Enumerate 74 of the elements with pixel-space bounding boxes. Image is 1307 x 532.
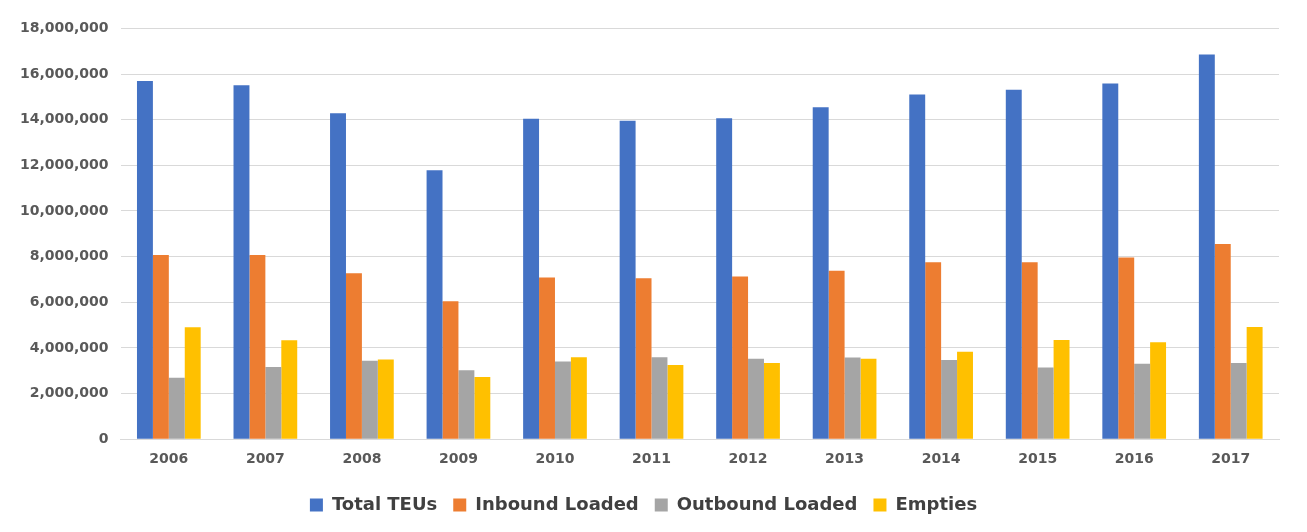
y-tick-label: 16,000,000	[19, 64, 109, 81]
y-tick-label: 2,000,000	[29, 384, 109, 401]
legend-label: Total TEUs	[331, 492, 438, 514]
bar	[474, 376, 491, 439]
bar	[844, 357, 861, 439]
bar	[345, 273, 362, 439]
bar	[1037, 367, 1054, 439]
bar	[1246, 326, 1263, 439]
legend-label: Empties	[895, 492, 978, 514]
bar	[1134, 363, 1151, 439]
y-tick-label: 6,000,000	[29, 292, 109, 309]
bar	[619, 120, 636, 439]
bar	[539, 277, 555, 439]
bar	[1118, 257, 1135, 439]
x-tick-label: 2016	[1114, 450, 1154, 467]
bar	[265, 367, 282, 439]
bar	[716, 118, 733, 439]
x-tick-label: 2011	[632, 450, 671, 467]
bar	[281, 340, 298, 439]
y-tick-label: 0	[98, 429, 109, 446]
bar	[1230, 362, 1247, 439]
y-tick-label: 14,000,000	[19, 110, 109, 127]
y-tick-label: 8,000,000	[29, 247, 109, 264]
x-tick-label: 2008	[342, 450, 382, 467]
bar	[828, 270, 845, 439]
bar	[361, 360, 378, 439]
bar	[1150, 342, 1167, 439]
bar	[233, 85, 250, 439]
bar	[152, 255, 169, 439]
bar	[523, 118, 540, 439]
bar	[1053, 339, 1070, 439]
x-tick-label: 2007	[245, 450, 285, 467]
x-tick-label: 2015	[1018, 450, 1058, 467]
bar	[184, 327, 201, 439]
x-tick-label: 2017	[1211, 450, 1251, 467]
x-tick-label: 2009	[438, 450, 478, 467]
y-tick-label: 18,000,000	[19, 19, 109, 36]
x-tick-label: 2012	[728, 450, 768, 467]
bar	[812, 107, 829, 439]
bar	[442, 301, 459, 439]
bar	[763, 362, 780, 439]
bar	[732, 276, 749, 439]
x-tick-label: 2014	[921, 450, 961, 467]
bar	[249, 255, 266, 439]
bar	[957, 351, 973, 439]
bar	[330, 113, 346, 439]
bar	[1102, 83, 1119, 439]
bar	[377, 359, 394, 439]
bar	[667, 365, 684, 439]
y-tick-label: 4,000,000	[29, 338, 109, 355]
bar	[635, 278, 652, 439]
bar	[1021, 262, 1038, 439]
bar	[748, 358, 764, 439]
bar	[909, 94, 926, 439]
bar	[168, 377, 185, 439]
bar	[458, 370, 475, 439]
bar	[570, 357, 587, 439]
bar	[941, 360, 958, 439]
bar	[426, 170, 443, 439]
y-tick-label: 10,000,000	[19, 201, 109, 218]
bar	[1005, 89, 1022, 439]
y-tick-label: 12,000,000	[19, 155, 109, 172]
x-tick-label: 2013	[825, 450, 865, 467]
x-tick-label: 2010	[535, 450, 575, 467]
bar	[136, 80, 153, 439]
bar	[925, 262, 942, 439]
bar	[651, 357, 668, 439]
x-tick-label: 2006	[149, 450, 189, 467]
bar	[860, 358, 877, 439]
legend-label: Outbound Loaded	[676, 492, 858, 514]
bar	[1198, 54, 1215, 439]
legend-label: Inbound Loaded	[475, 492, 639, 514]
bar	[554, 361, 571, 439]
bar	[1214, 244, 1231, 439]
